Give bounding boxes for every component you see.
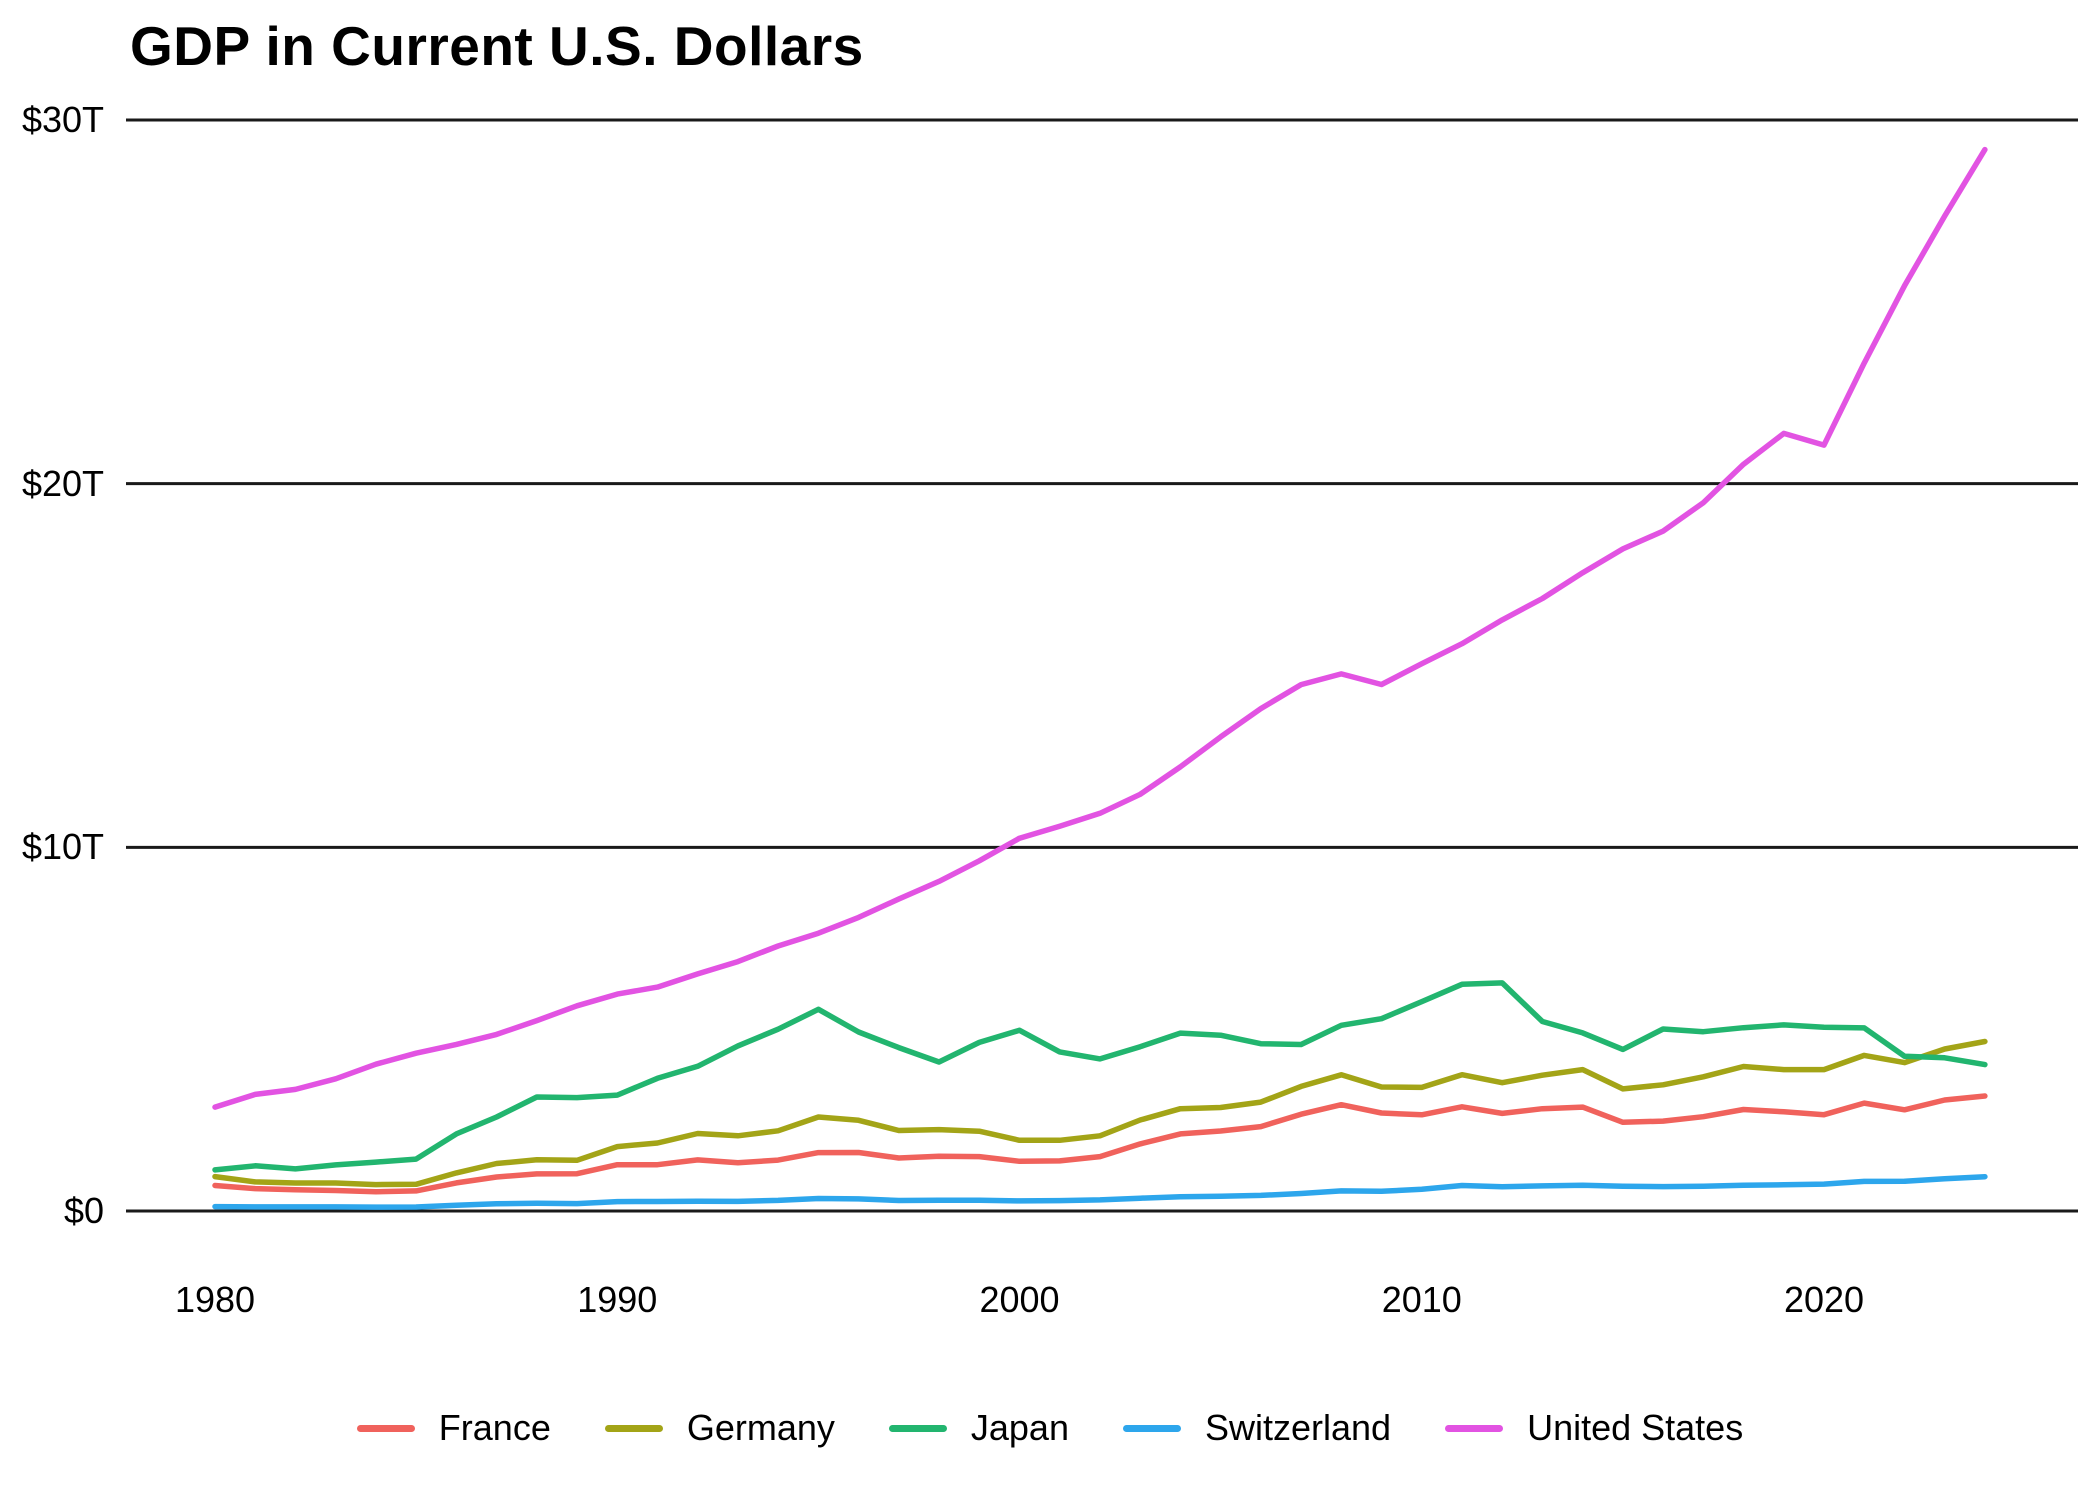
y-tick-label-10: $10T (21, 826, 104, 868)
legend-item-united-states: United States (1445, 1407, 1743, 1449)
x-tick-label-2010: 2010 (1381, 1279, 1462, 1320)
y-tick-label-30: $30T (21, 99, 104, 140)
x-tick-label-1990: 1990 (577, 1279, 658, 1320)
y-tick-label-20: $20T (21, 462, 104, 504)
y-tick-label-0: $0 (63, 1190, 104, 1231)
x-tick-label-2000: 2000 (979, 1279, 1060, 1320)
line-france (212, 1093, 1988, 1195)
x-tick-label-2020: 2020 (1783, 1279, 1865, 1320)
x-tick-label-1980: 1980 (174, 1279, 256, 1320)
line-germany (212, 1038, 1988, 1188)
legend-item-switzerland: Switzerland (1122, 1407, 1392, 1449)
legend-label: France (438, 1407, 551, 1448)
line-japan (212, 980, 1988, 1173)
legend: France Germany Japan Switzerland United Stat… (0, 1398, 2100, 1458)
legend-swatch-icon (604, 1424, 663, 1432)
legend-item-japan: Japan (888, 1407, 1069, 1449)
legend-label: United States (1527, 1407, 1744, 1448)
legend-swatch-icon (1122, 1424, 1181, 1432)
legend-label: Germany (686, 1407, 835, 1448)
legend-label: Japan (970, 1407, 1069, 1448)
legend-swatch-icon (1445, 1424, 1504, 1432)
legend-item-germany: Germany (604, 1407, 835, 1449)
legend-item-france: France (356, 1407, 551, 1449)
legend-swatch-icon (888, 1424, 947, 1432)
legend-swatch-icon (356, 1424, 415, 1432)
line-switzerland (212, 1173, 1988, 1210)
line-united-states (212, 146, 1988, 1110)
chart-title: GDP in Current U.S. Dollars (130, 15, 864, 77)
legend-label: Switzerland (1204, 1407, 1392, 1448)
